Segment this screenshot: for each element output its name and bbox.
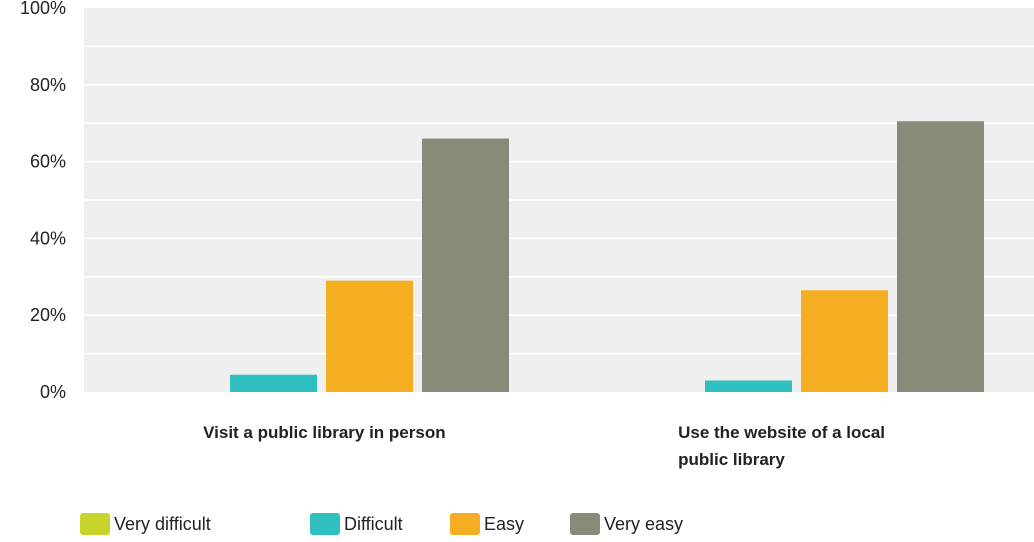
y-tick-label: 40% bbox=[30, 228, 66, 248]
legend-label: Very easy bbox=[604, 513, 684, 534]
bar-easy bbox=[801, 290, 888, 392]
legend-swatch bbox=[80, 513, 110, 535]
bars bbox=[230, 121, 984, 392]
legend-label: Easy bbox=[484, 513, 525, 534]
y-tick-label: 0% bbox=[40, 382, 66, 402]
x-category-label: Visit a public library in person bbox=[203, 423, 445, 442]
x-category-label: Use the website of a local bbox=[678, 423, 885, 442]
x-category-label: public library bbox=[678, 450, 785, 469]
legend-swatch bbox=[450, 513, 480, 535]
bar-very-easy bbox=[897, 121, 984, 392]
legend-item: Very difficult bbox=[80, 513, 310, 535]
legend-label: Very difficult bbox=[114, 513, 211, 534]
bar-difficult bbox=[230, 374, 317, 392]
legend-swatch bbox=[310, 513, 340, 535]
legend-label: Difficult bbox=[344, 513, 403, 534]
legend-item: Very easy bbox=[570, 513, 710, 535]
legend-item: Easy bbox=[450, 513, 570, 535]
gridlines bbox=[84, 45, 1034, 355]
bar-easy bbox=[326, 280, 413, 392]
legend-item: Difficult bbox=[310, 513, 450, 535]
y-tick-label: 80% bbox=[30, 75, 66, 95]
bar-difficult bbox=[705, 380, 792, 392]
y-tick-label: 100% bbox=[20, 0, 66, 18]
y-tick-label: 20% bbox=[30, 305, 66, 325]
x-axis: Visit a public library in person Use the … bbox=[203, 423, 885, 469]
y-tick-label: 60% bbox=[30, 152, 66, 172]
y-axis: 0% 20% 40% 60% 80% 100% bbox=[20, 0, 66, 402]
legend-swatch bbox=[570, 513, 600, 535]
bar-very-easy bbox=[422, 138, 509, 392]
legend: Very difficult Difficult Easy Very easy bbox=[80, 512, 710, 536]
